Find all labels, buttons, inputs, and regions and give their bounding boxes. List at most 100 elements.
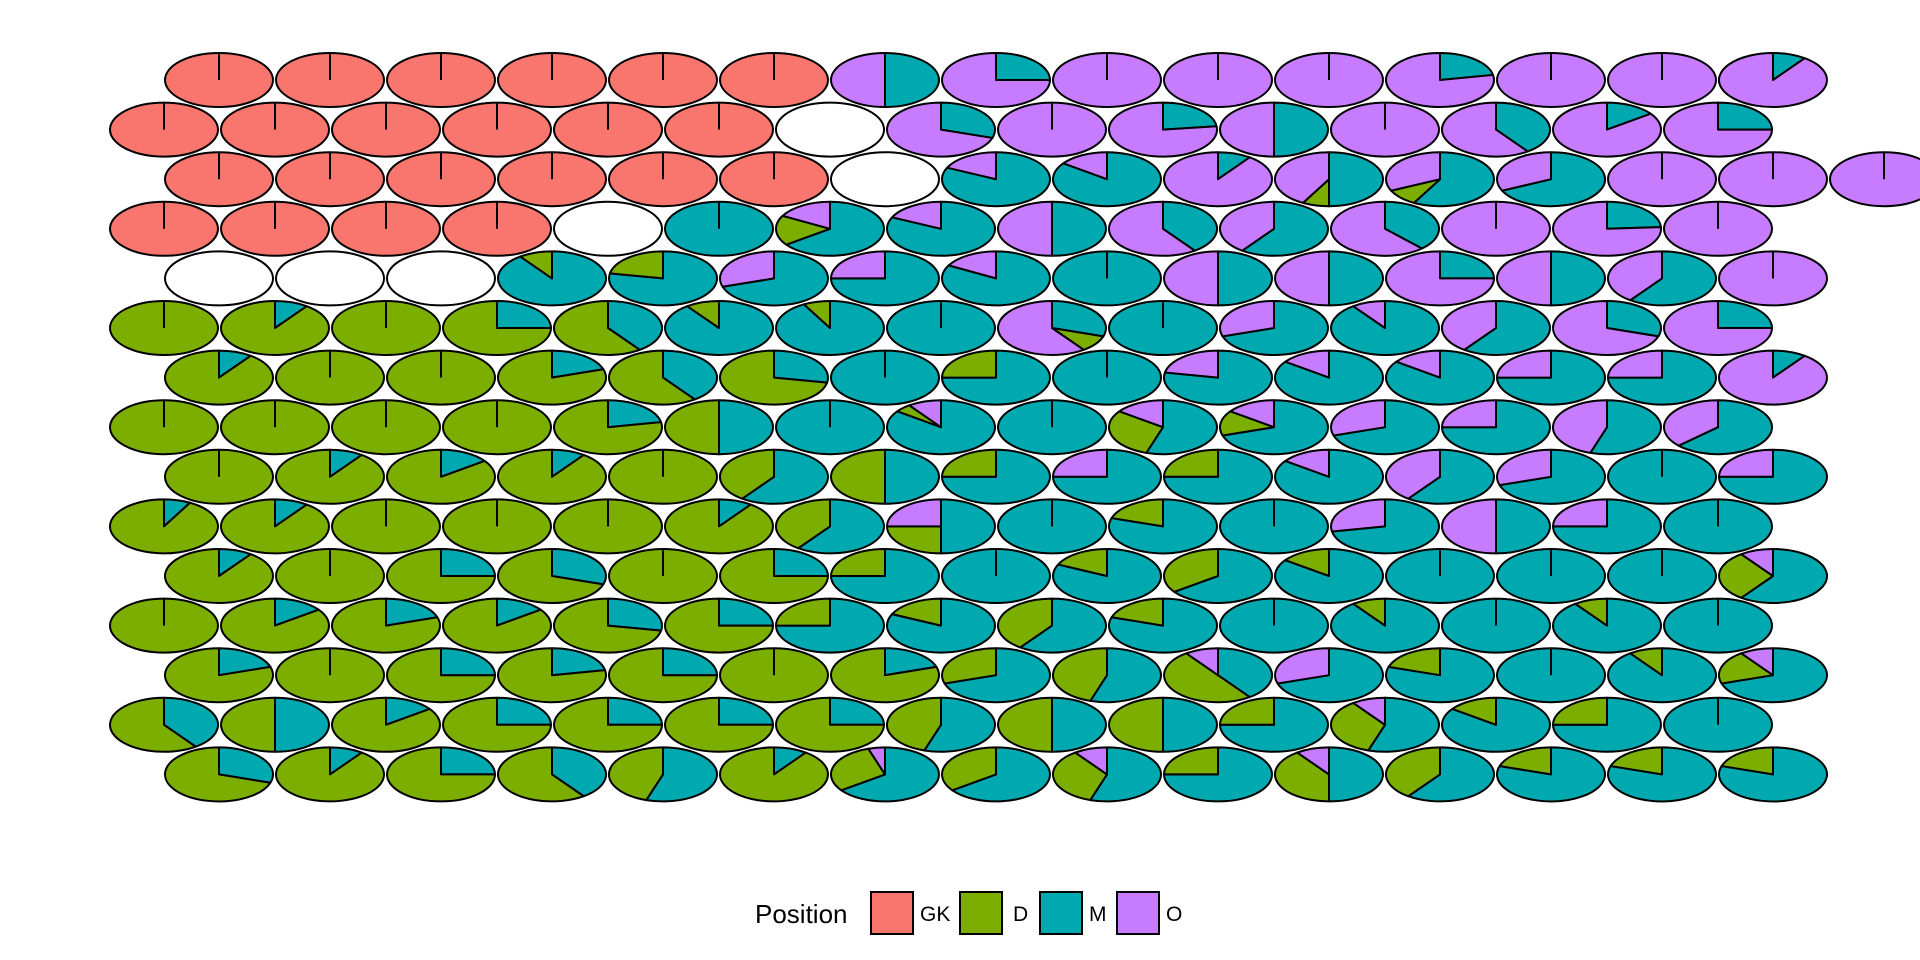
pie-glyph — [386, 151, 496, 208]
pie-slice-o — [1441, 498, 1497, 555]
pie-slice-d — [1057, 548, 1108, 577]
pie-slice-m — [1439, 52, 1495, 81]
pie-slice-m — [1221, 300, 1329, 356]
pie-slice-d — [941, 349, 997, 379]
pie-glyph — [1219, 498, 1329, 555]
pie-glyph — [1496, 548, 1606, 604]
pie-slice-m — [662, 647, 718, 677]
pie-slice-m — [1720, 647, 1828, 704]
pie-glyph — [1552, 200, 1662, 257]
pie-slice-o — [1718, 52, 1828, 108]
pie-empty — [553, 200, 663, 257]
pie-glyph — [775, 399, 885, 456]
pie-slice-o — [908, 399, 942, 429]
pie-grid — [109, 52, 1920, 803]
pie-slice-d — [553, 597, 663, 654]
legend-label-d: D — [1013, 903, 1028, 926]
legend-key-m — [1039, 891, 1083, 935]
pie-glyph — [1552, 101, 1662, 158]
pie-slice-m — [1162, 200, 1218, 252]
pie-glyph — [1163, 349, 1273, 406]
pie-slice-o — [997, 200, 1053, 257]
pie-glyph — [164, 448, 274, 505]
pie-slice-o — [1062, 151, 1108, 181]
pie-slice-m — [551, 746, 607, 798]
pie-glyph — [497, 647, 607, 704]
pie-slice-d — [164, 647, 274, 704]
pie-slice-d — [164, 349, 274, 406]
pie-slice-d — [1498, 746, 1552, 776]
pie-glyph — [941, 151, 1051, 208]
pie-slice-o — [1607, 349, 1663, 379]
pie-glyph — [1552, 696, 1662, 753]
pie-slice-m — [741, 448, 829, 505]
pie-slice-m — [884, 448, 940, 505]
pie-slice-o — [1163, 349, 1219, 379]
pie-slice-d — [275, 448, 385, 505]
pie-slice-d — [220, 696, 276, 753]
pie-slice-m — [1717, 101, 1773, 131]
pie-glyph — [331, 597, 441, 654]
pie-glyph — [1496, 250, 1606, 307]
pie-slice-o — [1663, 300, 1773, 356]
pie-glyph — [830, 151, 940, 208]
pie-glyph — [1274, 151, 1384, 208]
pie-glyph — [497, 151, 607, 208]
pie-glyph — [1163, 52, 1273, 108]
pie-slice-d — [497, 349, 607, 406]
pie-glyph — [1663, 696, 1773, 753]
pie-glyph — [1163, 548, 1273, 604]
pie-slice-d — [830, 448, 886, 505]
pie-glyph — [109, 696, 219, 753]
pie-slice-d — [386, 746, 496, 803]
pie-glyph — [1552, 498, 1662, 555]
pie-slice-d — [1718, 553, 1774, 599]
pie-empty — [164, 250, 274, 307]
legend-label-m: M — [1089, 903, 1107, 926]
pie-glyph — [1607, 349, 1717, 406]
pie-slice-o — [1296, 746, 1330, 776]
pie-slice-o — [1496, 349, 1552, 379]
pie-glyph — [997, 696, 1107, 753]
pie-slice-m — [1332, 399, 1440, 456]
pie-slice-o — [1718, 349, 1828, 406]
pie-glyph — [1718, 647, 1828, 704]
pie-glyph — [1441, 101, 1551, 158]
pie-glyph — [1163, 250, 1273, 307]
pie-slice-d — [1720, 746, 1774, 776]
pie-glyph — [830, 448, 940, 505]
pie-glyph — [164, 647, 274, 704]
pie-slice-m — [1501, 151, 1606, 208]
pie-slice-d — [1718, 652, 1774, 685]
pie-glyph — [275, 151, 385, 208]
pie-glyph — [331, 101, 441, 158]
pie-empty — [275, 250, 385, 307]
pie-slice-o — [1663, 399, 1719, 447]
pie-glyph — [1108, 696, 1218, 753]
pie-slice-d — [1110, 498, 1164, 528]
pie-glyph — [608, 250, 718, 307]
pie-glyph — [1663, 200, 1773, 257]
pie-slice-m — [496, 696, 552, 726]
pie-slice-d — [664, 498, 774, 555]
pie-glyph — [1663, 498, 1773, 555]
pie-glyph — [442, 399, 552, 456]
pie-slice-m — [551, 647, 607, 677]
pie-glyph — [275, 448, 385, 505]
pie-slice-o — [941, 52, 1051, 108]
pie-glyph — [1052, 349, 1162, 406]
pie-glyph — [1607, 548, 1717, 604]
pie-slice-m — [829, 696, 885, 726]
pie-slice-o — [1441, 300, 1497, 351]
pie-slice-o — [1496, 448, 1552, 487]
pie-glyph — [1496, 746, 1606, 803]
pie-slice-m — [951, 746, 1051, 803]
pie-slice-m — [1412, 151, 1495, 208]
pie-glyph — [719, 548, 829, 604]
pie-slice-d — [775, 214, 831, 246]
pie-slice-d — [386, 548, 496, 604]
pie-slice-m — [773, 349, 829, 384]
pie-glyph — [275, 349, 385, 406]
pie-glyph — [1219, 101, 1329, 158]
